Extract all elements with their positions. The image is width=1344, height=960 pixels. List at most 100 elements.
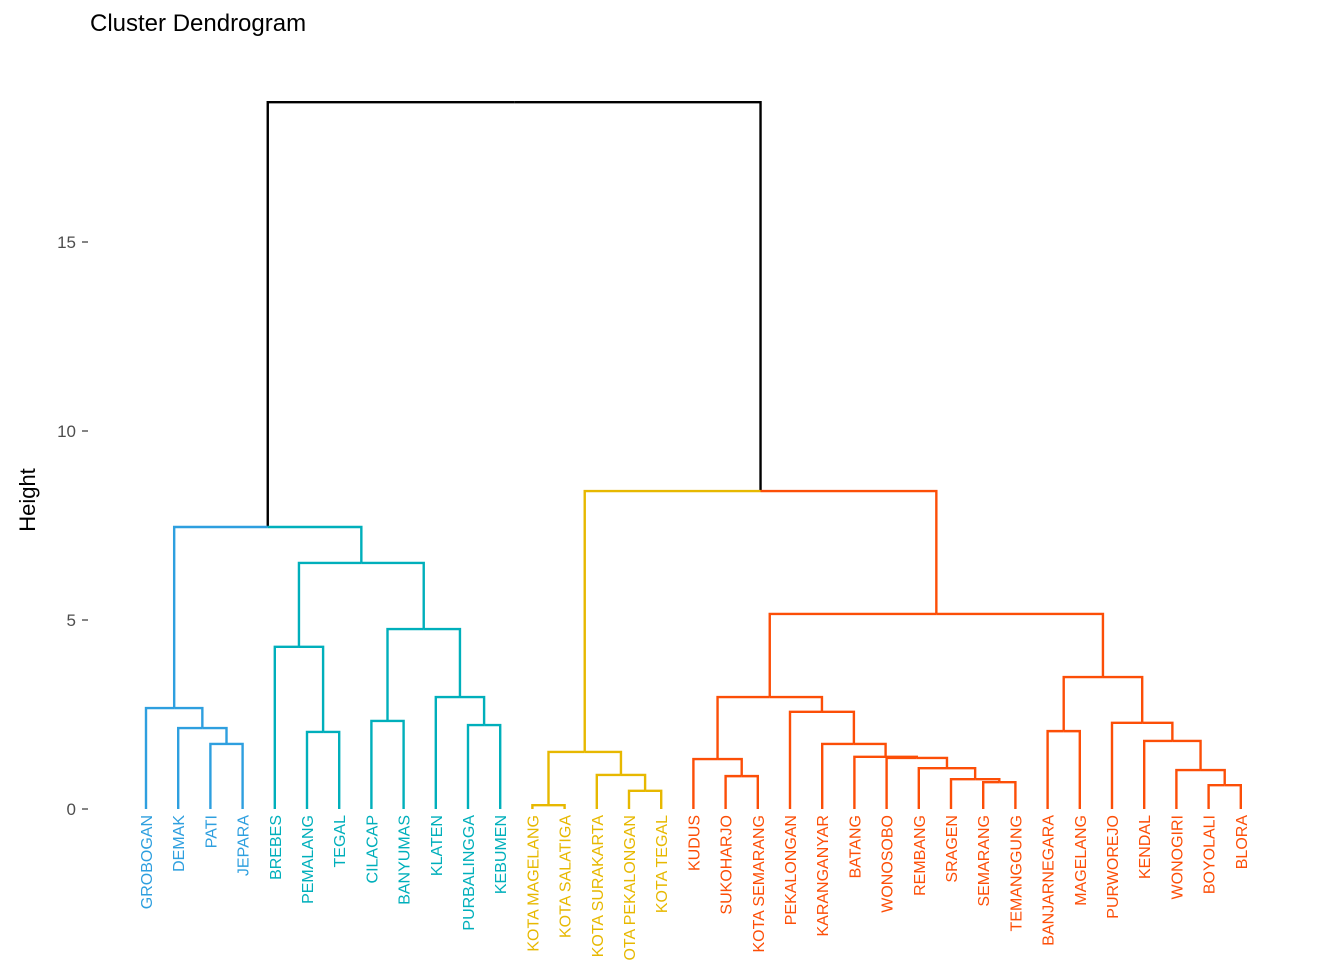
dendrogram-link xyxy=(982,780,1000,809)
dendrogram-link xyxy=(949,777,976,809)
chart-title: Cluster Dendrogram xyxy=(90,10,307,37)
dendrogram-link xyxy=(917,766,947,809)
leaf-label: KOTA SURAKARTA xyxy=(590,815,607,958)
dendrogram-link xyxy=(1224,783,1242,809)
leaf-label: KOTA SEMARANG xyxy=(751,815,768,953)
dendrogram-link xyxy=(645,789,663,809)
leaf-label: BOYOLALI xyxy=(1202,815,1219,894)
dendrogram-link xyxy=(1143,739,1173,809)
dendrogram-link xyxy=(202,726,228,744)
dendrogram-link xyxy=(434,695,460,809)
dendrogram-link xyxy=(144,706,175,809)
dendrogram-link xyxy=(885,756,917,809)
dendrogram-link xyxy=(1063,729,1081,809)
dendrogram-link xyxy=(853,742,887,757)
leaf-label: SEMARANG xyxy=(976,815,993,907)
dendrogram-link xyxy=(853,755,886,809)
leaf-label: PURBALINGGA xyxy=(461,815,478,931)
leaf-label: KUDUS xyxy=(686,815,703,871)
dendrogram-link xyxy=(583,489,761,752)
dendrogram-link xyxy=(946,766,977,780)
y-tick-label: 15 xyxy=(57,233,76,252)
leaf-label: PEKALONGAN xyxy=(783,815,800,925)
leaf-label: KARANGANYAR xyxy=(815,815,832,937)
y-tick-label: 10 xyxy=(57,422,76,441)
dendrogram-link xyxy=(387,719,405,809)
dendrogram-link xyxy=(273,645,299,809)
y-tick-label: 5 xyxy=(67,611,76,630)
leaf-label: JEPARA xyxy=(236,815,253,876)
leaf-label: KOTA MAGELANG xyxy=(525,815,542,952)
leaf-label: WONOGIRI xyxy=(1169,815,1186,899)
dendrogram-link xyxy=(386,627,424,721)
dendrogram-link xyxy=(361,561,425,630)
dendrogram-link xyxy=(547,750,585,806)
leaf-label: BANYUMAS xyxy=(397,815,414,905)
dendrogram-link xyxy=(305,730,324,809)
leaf-label: KLATEN xyxy=(429,815,446,876)
dendrogram-link xyxy=(514,100,762,492)
dendrogram-link xyxy=(209,742,227,809)
dendrogram-link xyxy=(936,612,1105,678)
dendrogram-link xyxy=(548,804,566,809)
dendrogram-link xyxy=(297,561,362,647)
dendrogram-link xyxy=(821,710,856,744)
dendrogram-links xyxy=(144,100,1242,809)
dendrogram-link xyxy=(466,723,485,809)
y-axis: 0 5 10 15 xyxy=(57,233,88,819)
dendrogram-link xyxy=(174,706,204,729)
leaf-label: SRAGEN xyxy=(944,815,961,883)
leaf-label: KOTA PEKALONGAN xyxy=(622,815,639,960)
dendrogram-link xyxy=(1172,739,1202,771)
leaf-label: BANJARNEGARA xyxy=(1041,815,1058,946)
dendrogram-link xyxy=(1200,768,1226,786)
leaf-label: KOTA TEGAL xyxy=(654,815,671,913)
dendrogram-link xyxy=(584,750,623,775)
leaf-label: BREBES xyxy=(268,815,285,880)
dendrogram-link xyxy=(1102,675,1144,723)
dendrogram-link xyxy=(1207,783,1225,809)
leaf-label: KENDAL xyxy=(1137,815,1154,879)
leaf-label: TEGAL xyxy=(332,815,349,868)
dendrogram-link xyxy=(821,742,854,809)
dendrogram-link xyxy=(999,780,1017,809)
dendrogram-link xyxy=(267,525,363,563)
dendrogram-link xyxy=(1046,729,1064,809)
dendrogram-link xyxy=(595,773,621,809)
dendrogram-link xyxy=(741,774,759,809)
leaf-label: PEMALANG xyxy=(300,815,317,904)
leaf-label: SUKOHARJO xyxy=(719,815,736,915)
dendrogram-link xyxy=(1110,721,1143,809)
dendrogram-link xyxy=(226,742,244,809)
dendrogram-link xyxy=(1142,721,1174,741)
leaf-label: WONOSOBO xyxy=(880,815,897,913)
dendrogram-link xyxy=(768,612,937,698)
dendrogram-link xyxy=(370,719,388,809)
dendrogram-link xyxy=(692,757,718,809)
dendrogram-link xyxy=(266,100,515,528)
leaf-label: BATANG xyxy=(847,815,864,878)
dendrogram-link xyxy=(177,726,203,809)
dendrogram-link xyxy=(531,804,549,809)
leaf-label: TEMANGGUNG xyxy=(1008,815,1025,931)
leaf-labels: GROBOGAN DEMAK PATI JEPARA BREBES PEMALANG TEG… xyxy=(139,815,1251,960)
leaf-label: KEBUMEN xyxy=(493,815,510,894)
dendrogram-link xyxy=(627,789,646,809)
leaf-label: DEMAK xyxy=(171,815,188,872)
dendrogram-link xyxy=(1175,768,1201,809)
dendrogram-link xyxy=(459,695,486,726)
leaf-label: KOTA SALATIGA xyxy=(558,815,575,938)
leaf-label: GROBOGAN xyxy=(139,815,156,909)
dendrogram-link xyxy=(298,645,325,732)
leaf-label: PURWOREJO xyxy=(1105,815,1122,919)
leaf-label: PATI xyxy=(203,815,220,848)
dendrogram-link xyxy=(423,627,462,698)
leaf-label: REMBANG xyxy=(912,815,929,896)
leaf-label: BLORA xyxy=(1234,815,1251,870)
dendrogram-link xyxy=(788,710,822,809)
y-tick-label: 0 xyxy=(67,800,76,819)
dendrogram-link xyxy=(172,525,268,709)
leaf-label: CILACAP xyxy=(364,815,381,883)
dendrogram-link xyxy=(323,730,341,809)
